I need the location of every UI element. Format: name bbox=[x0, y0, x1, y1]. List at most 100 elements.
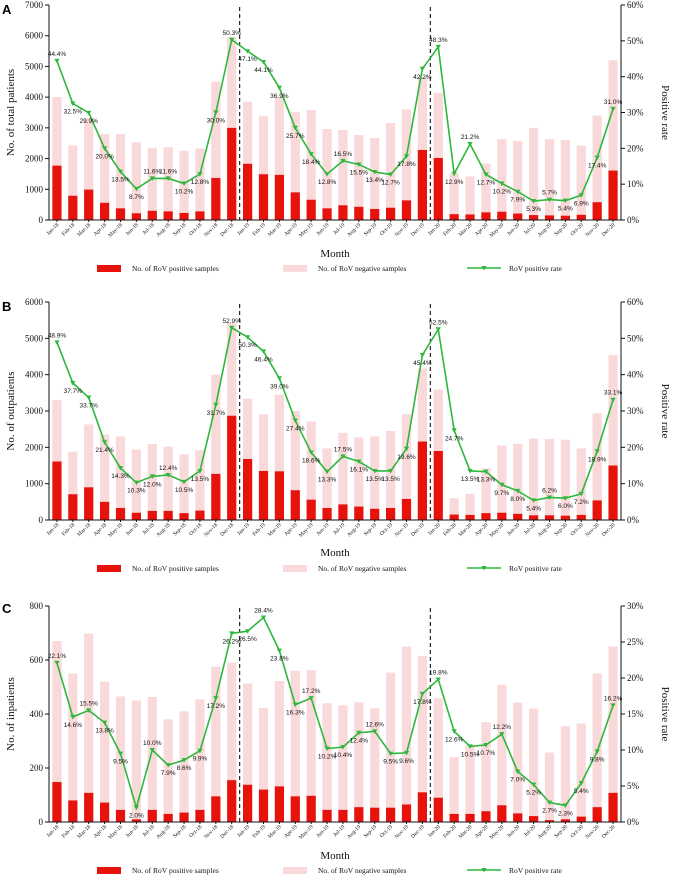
rate-point bbox=[213, 110, 219, 115]
positive-bar bbox=[529, 515, 539, 520]
negative-bar bbox=[147, 696, 157, 810]
positive-bar bbox=[433, 450, 443, 520]
negative-bar bbox=[274, 97, 284, 175]
x-tick-label: Sep-20 bbox=[554, 522, 569, 537]
rate-point bbox=[403, 446, 410, 452]
y2-tick-label: 10% bbox=[627, 479, 644, 489]
rate-data-label: 17.5% bbox=[334, 446, 353, 453]
negative-bar bbox=[354, 437, 364, 507]
negative-bar bbox=[529, 708, 539, 817]
y2-tick-label: 0% bbox=[627, 215, 640, 225]
rate-line bbox=[56, 616, 614, 811]
x-tick-label: Sep-18 bbox=[172, 522, 187, 537]
positive-bar bbox=[386, 207, 396, 220]
positive-bar bbox=[211, 796, 221, 822]
x-tick-label: Nov-18 bbox=[203, 824, 219, 840]
x-tick-label: Jan-18 bbox=[46, 222, 61, 237]
x-tick-label: Oct-18 bbox=[188, 824, 203, 839]
y-axis-title: No. of total patients bbox=[5, 69, 17, 156]
negative-bar bbox=[576, 448, 586, 515]
negative-bar bbox=[529, 438, 539, 516]
positive-bar bbox=[592, 807, 602, 822]
positive-bar bbox=[115, 508, 126, 520]
rate-point bbox=[86, 395, 92, 401]
rate-data-label: 50.3% bbox=[223, 30, 242, 37]
y-tick-label: 6000 bbox=[25, 31, 44, 41]
rate-point bbox=[70, 381, 76, 386]
x-tick-label: May-18 bbox=[107, 824, 124, 841]
positive-bar bbox=[322, 208, 332, 220]
x-tick-label: Apr-19 bbox=[283, 824, 299, 840]
rate-point bbox=[86, 708, 92, 713]
negative-bar bbox=[131, 700, 141, 820]
positive-bar bbox=[354, 506, 364, 520]
rate-data-label: 10.5% bbox=[175, 487, 194, 494]
x-tick-label: Jul-20 bbox=[523, 824, 537, 838]
positive-bar bbox=[68, 494, 78, 520]
positive-bar bbox=[195, 809, 205, 822]
negative-bar bbox=[513, 141, 523, 214]
rate-point bbox=[467, 468, 473, 474]
x-tick-label: Feb-20 bbox=[442, 522, 457, 537]
x-tick-label: Apr-19 bbox=[283, 222, 299, 238]
rate-data-label: 5.4% bbox=[558, 206, 573, 213]
x-tick-label: Aug-20 bbox=[537, 522, 553, 538]
positive-bar bbox=[481, 513, 491, 520]
x-tick-label: Feb-20 bbox=[442, 222, 457, 237]
rate-data-label: 12.4% bbox=[159, 465, 178, 472]
x-tick-label: Mar-18 bbox=[76, 222, 92, 238]
rate-data-label: 7.0% bbox=[510, 777, 525, 784]
y2-tick-label: 20% bbox=[627, 442, 644, 452]
rate-point bbox=[578, 193, 584, 198]
positive-bar bbox=[449, 514, 459, 520]
x-tick-label: Sep-19 bbox=[363, 222, 378, 237]
rate-data-label: 16.5% bbox=[334, 151, 353, 158]
x-tick-label: Apr-18 bbox=[93, 824, 109, 840]
rate-point bbox=[483, 172, 489, 177]
rate-data-label: 19.6% bbox=[397, 454, 416, 461]
positive-bar bbox=[52, 782, 62, 822]
negative-bar bbox=[338, 130, 348, 206]
x-tick-label: May-20 bbox=[489, 824, 506, 841]
x-tick-label: Jan-18 bbox=[46, 824, 61, 839]
y-tick-label: 4000 bbox=[25, 370, 44, 380]
x-tick-label: Aug-19 bbox=[346, 522, 362, 538]
x-tick-label: Jul-18 bbox=[142, 222, 156, 236]
rate-data-label: 9.5% bbox=[383, 759, 398, 766]
rate-point bbox=[531, 199, 537, 204]
positive-bar bbox=[401, 200, 412, 220]
x-tick-label: Jun-20 bbox=[506, 824, 521, 839]
positive-bar bbox=[576, 214, 586, 220]
rate-data-label: 17.8% bbox=[397, 161, 416, 168]
y2-tick-label: 20% bbox=[627, 673, 644, 683]
rate-point bbox=[562, 198, 568, 204]
y2-axis-title: Positive rate bbox=[659, 687, 671, 742]
x-tick-label: Feb-20 bbox=[442, 824, 457, 839]
positive-bar bbox=[481, 811, 491, 822]
negative-bar bbox=[513, 702, 523, 814]
rate-data-label: 16.2% bbox=[604, 695, 623, 702]
rate-data-label: 11.6% bbox=[159, 168, 177, 175]
rate-point bbox=[165, 176, 171, 181]
x-tick-label: May-19 bbox=[298, 522, 315, 539]
negative-bar bbox=[52, 400, 62, 462]
x-tick-label: Dec-20 bbox=[601, 222, 617, 238]
x-tick-label: Jul-18 bbox=[142, 522, 156, 536]
y2-axis-title: Positive rate bbox=[659, 85, 671, 140]
negative-bar bbox=[576, 723, 586, 817]
legend-negative-label: No. of RoV negative samples bbox=[318, 564, 406, 573]
rate-point bbox=[372, 169, 378, 175]
x-tick-label: Aug-20 bbox=[537, 222, 553, 238]
positive-bar bbox=[449, 813, 459, 822]
y-axis-title: No. of inpatients bbox=[5, 677, 17, 751]
y-tick-label: 5000 bbox=[25, 61, 44, 71]
negative-bar bbox=[306, 670, 316, 796]
rate-point bbox=[356, 459, 362, 465]
rate-data-label: 14.3% bbox=[111, 473, 130, 480]
negative-bar bbox=[100, 681, 110, 803]
rate-point bbox=[86, 110, 92, 116]
panel-letter: A bbox=[2, 2, 12, 17]
x-tick-label: Jul-20 bbox=[523, 222, 537, 236]
x-tick-label: Dec-19 bbox=[410, 222, 426, 238]
y-tick-label: 6000 bbox=[25, 297, 44, 307]
